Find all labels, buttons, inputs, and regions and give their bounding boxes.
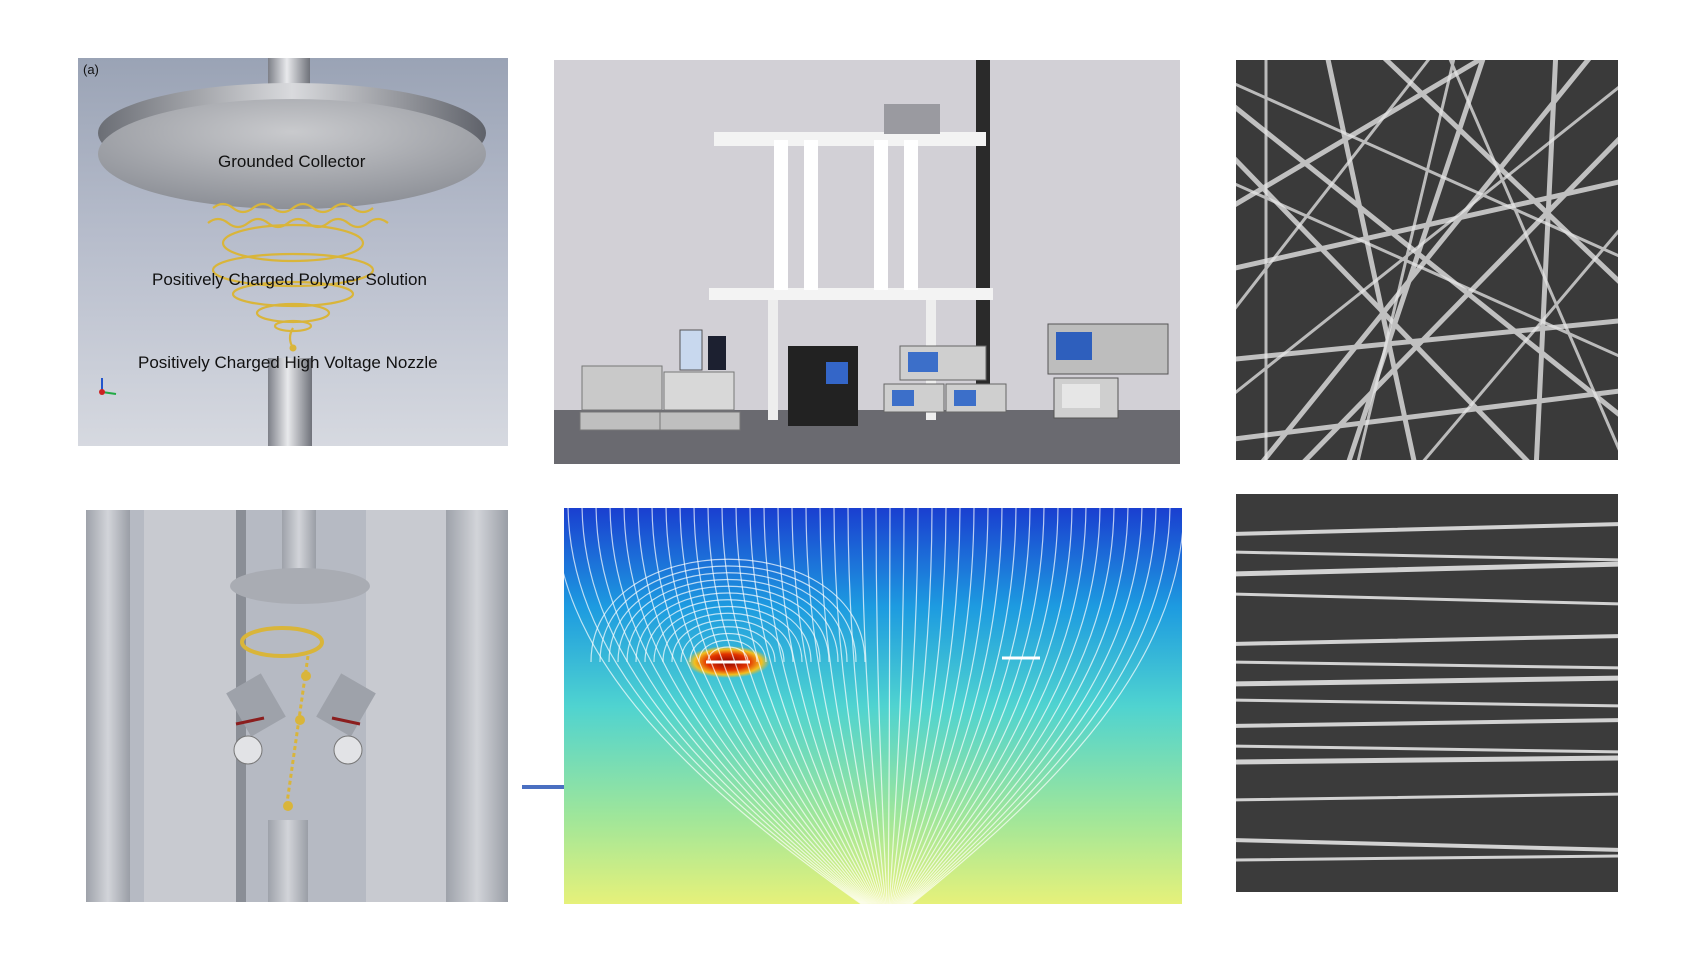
streamline [910, 508, 1171, 904]
streamline [791, 508, 881, 904]
electrode-loop [635, 592, 821, 663]
electrode-loop [662, 612, 794, 663]
nozzle [268, 358, 312, 446]
streamline [898, 508, 1031, 904]
aligned-fiber-mat [1236, 494, 1618, 892]
electrode-loop [626, 585, 830, 663]
frame-plate-right [366, 510, 446, 902]
lab-setup-illustration [554, 60, 1180, 464]
streamline [735, 508, 877, 904]
streamline [892, 508, 947, 904]
streamline [805, 508, 883, 904]
streamline [721, 508, 876, 904]
streamline [909, 508, 1157, 904]
electrode-loop [689, 633, 767, 663]
function-generators [883, 345, 1007, 413]
aligned-fiber-lines [1236, 522, 1618, 862]
collector-rod [268, 58, 310, 88]
streamline [893, 508, 961, 904]
streamline [833, 508, 885, 904]
electrode-assembly [86, 510, 508, 902]
electrode-loop [653, 605, 803, 663]
thin-fiber-lines [1236, 60, 1618, 460]
streamline [847, 508, 886, 904]
streamline [901, 508, 1059, 904]
streamline [651, 508, 870, 904]
streamline [609, 508, 867, 904]
streamline [679, 508, 872, 904]
streamline [888, 508, 905, 904]
random-fiber-mat [1236, 60, 1618, 460]
side-bar-left [86, 510, 130, 902]
electrode-loop [599, 565, 857, 663]
electrospinning-schematic: (a) Grounded Collector Positively Charge… [78, 58, 508, 446]
syringe-pump [788, 346, 858, 426]
electrode-loop [707, 646, 749, 663]
streamline [819, 508, 884, 904]
streamline [707, 508, 875, 904]
streamline [665, 508, 871, 904]
collector-disk [98, 99, 486, 209]
streamline [899, 508, 1045, 904]
schematic-drawing [98, 58, 486, 446]
streamline [897, 508, 1017, 904]
electrode-loop [698, 639, 758, 663]
angled-electrodes [226, 673, 376, 765]
electrode-loop [590, 558, 866, 663]
collector-label: Grounded Collector [218, 152, 366, 171]
streamline [902, 508, 1073, 904]
streamline [564, 572, 862, 904]
nozzle-3d [268, 820, 308, 902]
droplet [289, 344, 297, 352]
streamline-group [564, 508, 1182, 904]
sem-random-fibers [1236, 60, 1618, 460]
electrode-loop [644, 599, 812, 663]
streamline [875, 508, 888, 904]
streamline [637, 508, 869, 904]
streamline [581, 508, 864, 904]
axis-triad-icon [99, 378, 117, 395]
streamline [894, 508, 975, 904]
streamline [911, 530, 1182, 904]
streamline [861, 508, 887, 904]
power-supplies [579, 329, 741, 431]
polymer-jet [207, 202, 389, 349]
device-3d-rendering [86, 510, 508, 902]
electric-field-simulation [564, 508, 1182, 904]
streamline [907, 508, 1143, 904]
nozzle-label: Positively Charged High Voltage Nozzle [138, 353, 438, 372]
electrode-loop [671, 619, 785, 663]
streamline [763, 508, 879, 904]
streamline [887, 508, 891, 904]
streamline [906, 508, 1129, 904]
streamline [890, 508, 933, 904]
electrode-loop [617, 579, 839, 663]
streamline [595, 508, 866, 904]
streamline [896, 508, 1003, 904]
streamline [904, 508, 1101, 904]
collector-disk-3d [230, 568, 370, 604]
streamline [889, 508, 919, 904]
solution-label: Positively Charged Polymer Solution [152, 270, 427, 289]
fiber-jet-3d [283, 655, 311, 811]
panel-label: (a) [83, 62, 99, 77]
field-streamlines [564, 508, 1182, 904]
side-bar-right [446, 510, 508, 902]
electrode-loop [608, 572, 848, 663]
random-fiber-lines [1236, 60, 1618, 460]
streamline [905, 508, 1115, 904]
oscilloscopes [1047, 323, 1169, 419]
electrode-loop [680, 626, 776, 663]
sem-aligned-fibers [1236, 494, 1618, 892]
streamline [777, 508, 880, 904]
streamline [623, 508, 868, 904]
streamline [903, 508, 1087, 904]
gold-ring [240, 626, 324, 658]
streamline [567, 508, 863, 904]
lab-setup-photo [554, 60, 1180, 464]
connector-line [522, 785, 564, 789]
frame-plate-left [144, 510, 240, 902]
streamline [895, 508, 989, 904]
